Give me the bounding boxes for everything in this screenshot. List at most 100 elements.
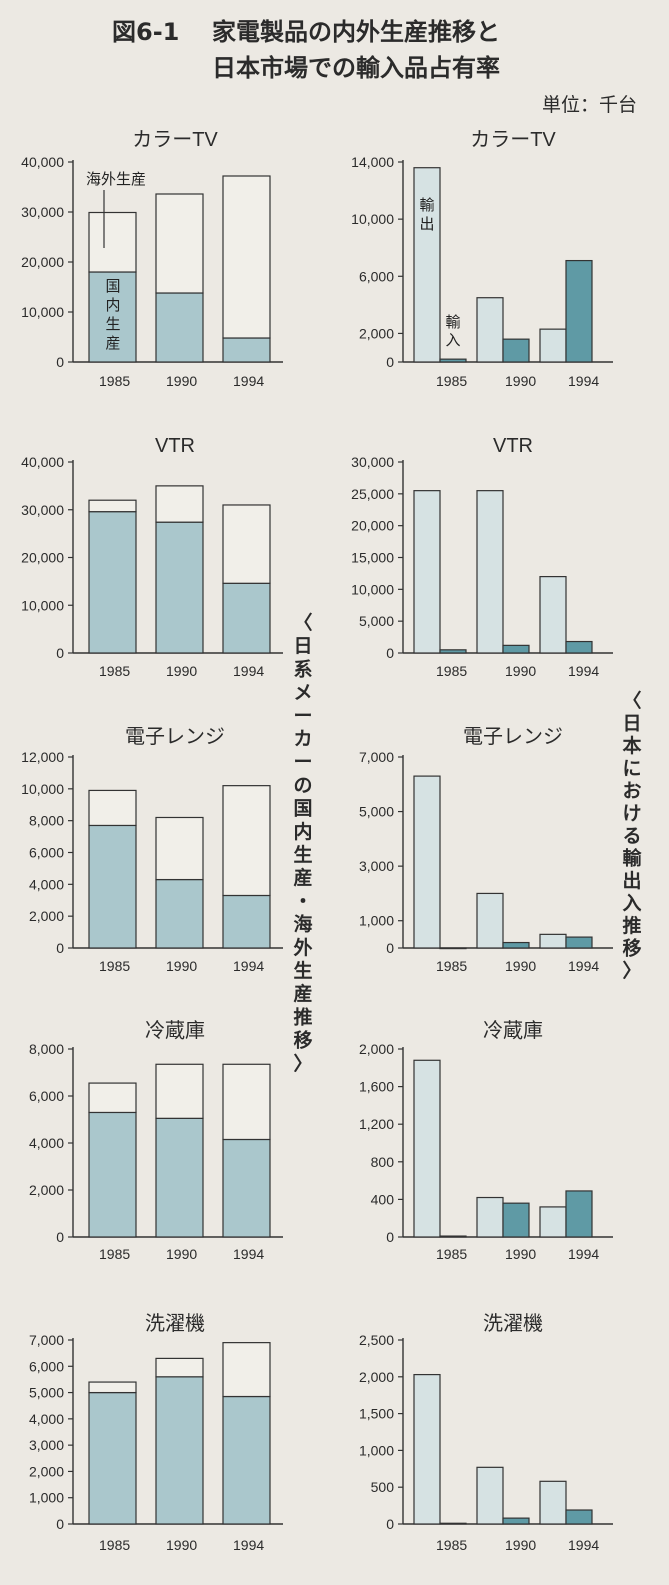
y-tick-label: 25,000 <box>351 486 394 502</box>
y-tick-label: 20,000 <box>351 518 394 534</box>
bar-overseas-1990 <box>155 485 204 523</box>
y-tick-label: 6,000 <box>29 1088 64 1104</box>
y-tick-label: 2,000 <box>29 1182 64 1198</box>
y-tick-label: 400 <box>371 1191 395 1207</box>
capRight-char: 日 <box>622 714 641 735</box>
y-tick-label: 15,000 <box>351 550 394 566</box>
bar-overseas-1990 <box>155 816 204 881</box>
chart-title: 洗濯機 <box>145 1312 205 1335</box>
y-tick-label: 2,000 <box>29 1463 64 1479</box>
y-tick-label: 10,000 <box>21 597 64 613</box>
capRight-char: 移 <box>622 937 641 960</box>
bar-overseas-1985 <box>88 1381 137 1394</box>
x-tick-label: 1990 <box>505 373 536 389</box>
annotation-import: 輸入 <box>445 314 460 349</box>
capLeft-char: 生 <box>293 959 312 982</box>
bar-import-1985 <box>439 1522 467 1525</box>
chart-tv-production: カラーTV 0 10,000 20,000 30,000 40,000 1985 1990 19… <box>21 129 283 389</box>
y-tick-label: 20,000 <box>21 254 64 270</box>
y-tick-label: 1,000 <box>359 1442 394 1458</box>
bar-domestic-1985 <box>88 824 137 949</box>
capLeft-char: 〉 <box>293 1052 312 1075</box>
bar-domestic-1985 <box>88 1391 137 1525</box>
y-tick-label: 0 <box>56 940 64 956</box>
bar-export-1994 <box>539 328 567 363</box>
y-tick-label: 0 <box>386 645 394 661</box>
x-tick-label: 1990 <box>166 958 197 974</box>
x-tick-label: 1994 <box>233 1537 264 1553</box>
capLeft-char: ・ <box>293 891 312 912</box>
bar-overseas-1990 <box>155 1063 204 1119</box>
x-tick-label: 1985 <box>99 663 130 679</box>
capRight-char: 輸 <box>622 847 642 870</box>
bar-domestic-1985 <box>88 271 137 363</box>
capLeft-char: 産 <box>293 982 312 1005</box>
x-tick-label: 1985 <box>436 663 467 679</box>
bar-domestic-1990 <box>155 878 204 949</box>
figure-number: 図6-1 <box>112 18 179 46</box>
x-tick-label: 1994 <box>233 373 264 389</box>
y-tick-label: 12,000 <box>21 749 64 765</box>
capLeft-char: 国 <box>293 798 312 820</box>
capLeft-char: 移 <box>293 1029 312 1052</box>
chart-washer-production: 洗濯機 0 1,000 2,000 3,000 4,000 5,000 6,000 7,000 1… <box>29 1312 283 1553</box>
y-tick-label: 8,000 <box>29 1041 64 1057</box>
y-tick-label: 0 <box>386 354 394 370</box>
capLeft-char: 日 <box>293 636 312 657</box>
y-tick-label: 1,600 <box>359 1079 394 1095</box>
chart-title: 冷蔵庫 <box>483 1019 543 1042</box>
y-tick-label: 4,000 <box>29 1135 64 1151</box>
bar-export-1990 <box>476 297 504 363</box>
chart-tv-trade: カラーTV 0 2,000 6,000 10,000 14,000 1985 1990 1994… <box>351 129 613 389</box>
y-tick-label: 2,000 <box>359 1041 394 1057</box>
annotation-domestic-char: 産 <box>105 335 120 352</box>
capRight-char: お <box>622 780 641 802</box>
bar-overseas-1994 <box>222 785 271 897</box>
capLeft-char: メ <box>293 683 312 704</box>
chart-fridge-production: 冷蔵庫 0 2,000 4,000 6,000 8,000 1985 1990 1994 <box>29 1019 283 1262</box>
chart-title: 洗濯機 <box>483 1312 543 1335</box>
chart-title: VTR <box>155 435 195 457</box>
annotation-domestic-char: 国 <box>105 278 120 295</box>
x-tick-label: 1990 <box>166 1537 197 1553</box>
bar-export-1985 <box>413 775 441 949</box>
y-tick-label: 6,000 <box>29 1358 64 1374</box>
x-tick-label: 1985 <box>99 373 130 389</box>
y-tick-label: 6,000 <box>29 845 64 861</box>
y-tick-label: 4,000 <box>29 1411 64 1427</box>
bar-import-1990 <box>502 644 530 654</box>
capRight-char: 出 <box>622 869 641 892</box>
bar-overseas-1985 <box>88 211 137 273</box>
capLeft-char: ー <box>293 706 312 727</box>
x-tick-label: 1990 <box>505 1246 536 1262</box>
capRight-char: に <box>622 759 641 780</box>
annotation-domestic: 国内生産 <box>105 278 120 352</box>
y-tick-label: 40,000 <box>21 454 64 470</box>
x-tick-label: 1985 <box>436 958 467 974</box>
bar-export-1990 <box>476 490 504 654</box>
x-tick-label: 1994 <box>568 373 599 389</box>
figure-title-line2: 日本市場での輸入品占有率 <box>212 54 500 82</box>
y-tick-label: 1,200 <box>359 1116 394 1132</box>
chart-washer-trade: 洗濯機 0 500 1,000 1,500 2,000 2,500 1985 1990 1994 <box>359 1312 613 1553</box>
y-tick-label: 7,000 <box>29 1332 64 1348</box>
y-tick-label: 0 <box>386 1516 394 1532</box>
bar-domestic-1990 <box>155 521 204 654</box>
bar-import-1990 <box>502 1517 530 1525</box>
y-tick-label: 2,500 <box>359 1332 394 1348</box>
x-tick-label: 1994 <box>568 1246 599 1262</box>
annotation-import-char: 輸 <box>445 314 460 331</box>
chart-title: 電子レンジ <box>463 726 563 748</box>
y-tick-label: 6,000 <box>359 268 394 284</box>
annotation-import-char: 入 <box>445 332 460 349</box>
y-tick-label: 2,000 <box>359 1369 394 1385</box>
y-tick-label: 0 <box>56 354 64 370</box>
capLeft-char: 生 <box>293 843 312 866</box>
y-tick-label: 1,500 <box>359 1406 394 1422</box>
y-tick-label: 0 <box>386 1229 394 1245</box>
bar-export-1990 <box>476 1466 504 1525</box>
y-tick-label: 0 <box>386 940 394 956</box>
bar-overseas-1985 <box>88 1082 137 1114</box>
bar-domestic-1990 <box>155 1376 204 1525</box>
